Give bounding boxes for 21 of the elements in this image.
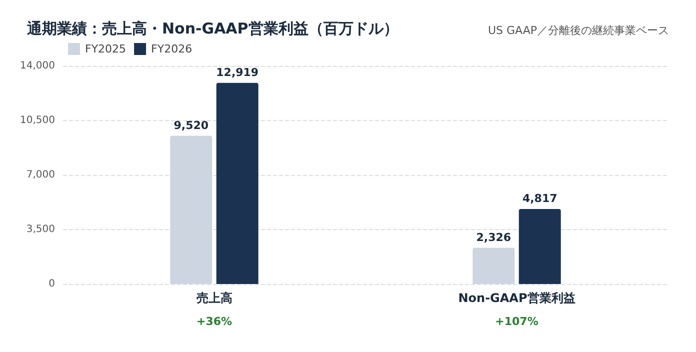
data-label: 12,919	[216, 66, 259, 79]
text: +36%	[196, 315, 232, 328]
y-tick-label: 0	[48, 278, 55, 290]
chart-subtitle: US GAAP／分離後の継続事業ベース	[488, 24, 670, 37]
data-label: 2,326	[476, 230, 512, 244]
data-label: 4,817	[522, 192, 558, 205]
x-tick-label: Non-GAAP営業利益	[458, 291, 576, 305]
x-tick-label: 売上高	[196, 291, 232, 305]
bar	[518, 208, 561, 284]
data-label: 9,520	[174, 118, 209, 132]
bar	[216, 82, 258, 284]
y-tick-label: 10,500	[20, 115, 55, 126]
bar	[170, 136, 212, 284]
legend-label: FY2025	[85, 42, 126, 56]
y-tick-label: 3,500	[26, 224, 55, 235]
chart-title: 通期業績：売上高・Non-GAAP営業利益（百万ドル）	[26, 20, 398, 38]
y-tick-label: 14,000	[20, 60, 55, 72]
bar	[472, 248, 515, 284]
legend-label: FY2026	[151, 42, 192, 56]
y-tick-label: 7,000	[26, 170, 55, 180]
text: +107%	[495, 315, 538, 328]
